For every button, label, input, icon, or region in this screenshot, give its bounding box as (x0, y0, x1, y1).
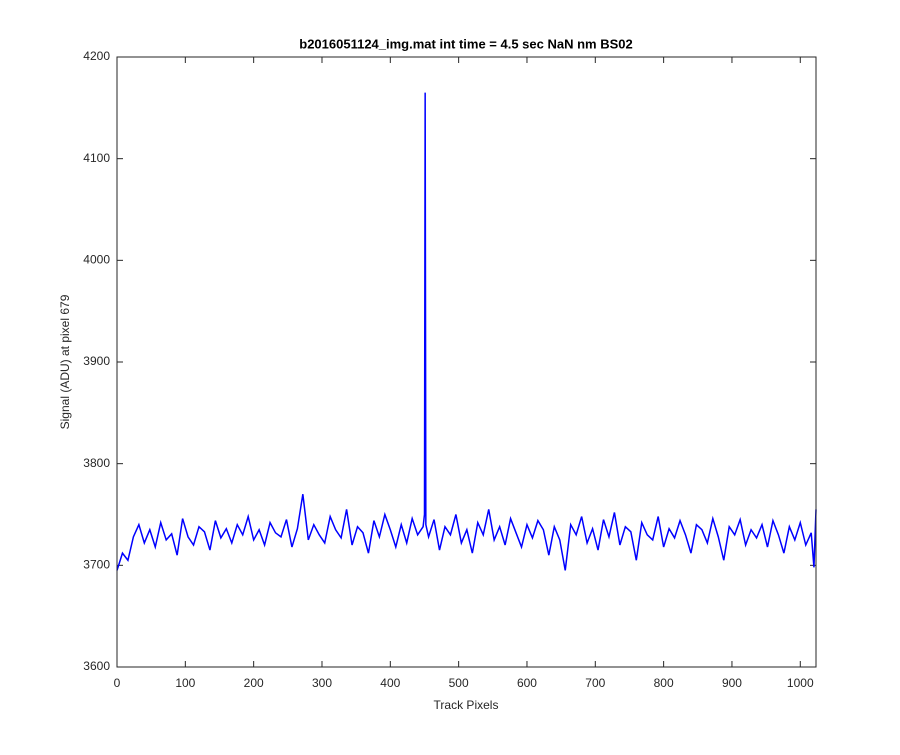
x-tick-label: 400 (380, 676, 400, 690)
y-tick-label: 3700 (83, 558, 110, 572)
axes-box (116, 56, 817, 668)
y-axis-label: Signal (ADU) at pixel 679 (58, 294, 72, 429)
x-tick-label: 200 (244, 676, 264, 690)
y-tick-label: 4200 (83, 49, 110, 63)
y-tick-label: 3900 (83, 354, 110, 368)
x-tick-label: 300 (312, 676, 332, 690)
y-tick-label: 4000 (83, 253, 110, 267)
x-tick-label: 900 (722, 676, 742, 690)
x-axis-label: Track Pixels (434, 698, 499, 712)
x-tick-label: 600 (517, 676, 537, 690)
x-tick-label: 100 (175, 676, 195, 690)
x-tick-label: 700 (585, 676, 605, 690)
y-tick-label: 4100 (83, 151, 110, 165)
y-tick-label: 3800 (83, 456, 110, 470)
y-tick-label: 3600 (83, 659, 110, 673)
x-tick-label: 500 (449, 676, 469, 690)
x-tick-label: 800 (654, 676, 674, 690)
x-tick-label: 0 (114, 676, 121, 690)
data-line (116, 92, 817, 571)
x-tick-label: 1000 (787, 676, 814, 690)
chart-title: b2016051124_img.mat int time = 4.5 sec N… (299, 36, 632, 51)
